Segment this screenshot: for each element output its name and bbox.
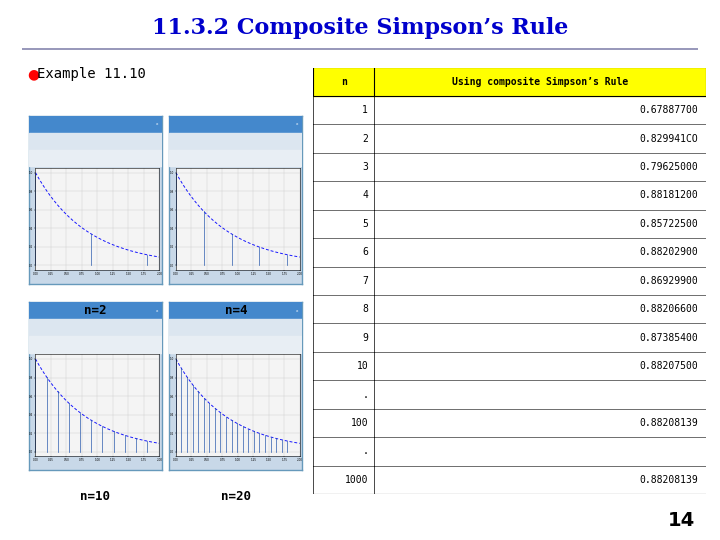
Bar: [169, 150, 302, 166]
Text: 0.85722500: 0.85722500: [639, 219, 698, 229]
Text: 0.79625000: 0.79625000: [639, 162, 698, 172]
Bar: [29, 302, 162, 319]
Bar: [169, 319, 302, 336]
Bar: [29, 133, 162, 150]
Text: 0.88207500: 0.88207500: [639, 361, 698, 371]
Text: n=20: n=20: [221, 490, 251, 503]
Bar: [29, 150, 162, 166]
Text: 1000: 1000: [345, 475, 368, 485]
Text: 4: 4: [362, 191, 368, 200]
Text: 0.87385400: 0.87385400: [639, 333, 698, 343]
Text: 3: 3: [362, 162, 368, 172]
Bar: [169, 116, 302, 133]
Text: Example 11.10: Example 11.10: [37, 67, 146, 81]
Text: n=2: n=2: [84, 304, 107, 317]
Text: 100: 100: [351, 418, 368, 428]
Text: 1: 1: [362, 105, 368, 115]
Text: 0.88181200: 0.88181200: [639, 191, 698, 200]
Text: 10: 10: [356, 361, 368, 371]
Text: 0.88208139: 0.88208139: [639, 418, 698, 428]
Text: x: x: [296, 309, 298, 313]
Text: 0.88202900: 0.88202900: [639, 247, 698, 258]
Text: 9: 9: [362, 333, 368, 343]
Bar: [169, 302, 302, 319]
Text: 6: 6: [362, 247, 368, 258]
Text: 14: 14: [667, 511, 695, 530]
Text: 0.88208139: 0.88208139: [639, 475, 698, 485]
Text: x: x: [296, 123, 298, 126]
Text: 0.88206600: 0.88206600: [639, 304, 698, 314]
Text: x: x: [156, 309, 158, 313]
Text: .: .: [362, 389, 368, 400]
Text: 11.3.2 Composite Simpson’s Rule: 11.3.2 Composite Simpson’s Rule: [152, 17, 568, 39]
Bar: [313, 68, 706, 96]
Text: .: .: [362, 447, 368, 456]
Bar: [29, 116, 162, 133]
Text: 2: 2: [362, 133, 368, 144]
Bar: [29, 319, 162, 336]
Text: 5: 5: [362, 219, 368, 229]
Text: 8: 8: [362, 304, 368, 314]
Bar: [169, 133, 302, 150]
Bar: [169, 336, 302, 353]
Bar: [29, 336, 162, 353]
Bar: [313, 68, 706, 96]
Text: 0.86929900: 0.86929900: [639, 276, 698, 286]
Text: n: n: [341, 77, 346, 87]
Text: 7: 7: [362, 276, 368, 286]
Text: 0.67887700: 0.67887700: [639, 105, 698, 115]
Text: n=4: n=4: [225, 304, 247, 317]
Text: ●: ●: [27, 68, 40, 82]
Text: Using composite Simpson’s Rule: Using composite Simpson’s Rule: [451, 77, 628, 87]
Text: 0.829941CO: 0.829941CO: [639, 133, 698, 144]
Text: x: x: [156, 123, 158, 126]
Text: n=10: n=10: [81, 490, 110, 503]
